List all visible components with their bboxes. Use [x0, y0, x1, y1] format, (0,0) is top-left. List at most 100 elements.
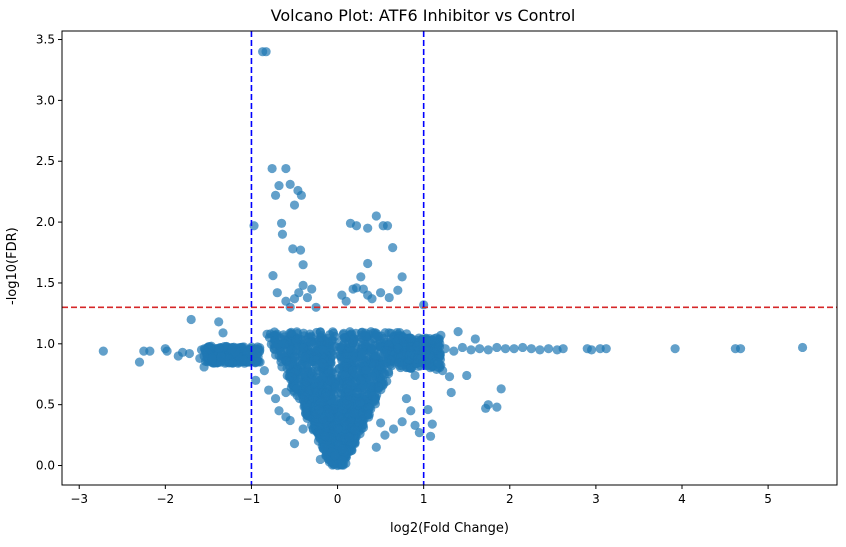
data-point	[270, 393, 281, 404]
data-point	[446, 387, 456, 398]
data-point	[312, 409, 322, 419]
data-point	[349, 408, 359, 418]
x-tick-label: 1	[420, 492, 428, 506]
data-point	[363, 223, 373, 233]
data-point	[301, 408, 311, 418]
data-point	[434, 342, 445, 352]
data-point	[317, 358, 327, 368]
x-tick-label: 5	[764, 492, 772, 506]
data-point	[376, 418, 386, 428]
data-point	[397, 417, 407, 427]
data-point	[356, 272, 366, 282]
data-point	[199, 351, 209, 361]
data-point	[367, 344, 377, 354]
data-point	[320, 431, 330, 441]
data-point	[162, 346, 172, 356]
data-point	[404, 333, 415, 343]
data-point	[330, 451, 340, 461]
data-point	[383, 369, 394, 379]
data-point	[406, 406, 416, 416]
data-point	[348, 365, 358, 376]
x-tick-label: −3	[70, 492, 88, 506]
data-point	[670, 344, 680, 354]
data-point	[453, 327, 463, 337]
data-point	[410, 420, 420, 430]
data-point	[216, 357, 226, 367]
data-point	[289, 368, 299, 378]
data-point	[475, 344, 485, 354]
data-point	[289, 200, 300, 210]
data-point	[227, 358, 238, 368]
data-point	[586, 345, 597, 355]
data-point	[298, 260, 308, 270]
data-point	[238, 355, 248, 365]
data-point	[393, 285, 403, 295]
data-point	[145, 346, 155, 356]
y-tick-label: 1.0	[36, 337, 55, 351]
data-point	[368, 391, 378, 401]
data-point	[340, 370, 350, 381]
data-point	[380, 430, 390, 440]
data-point	[276, 218, 287, 228]
data-point	[319, 345, 329, 356]
data-point	[421, 334, 431, 344]
data-point	[306, 338, 316, 348]
y-tick-label: 2.5	[36, 154, 55, 168]
data-point	[397, 272, 407, 282]
data-point	[298, 395, 308, 405]
data-point	[444, 372, 455, 382]
data-point	[470, 334, 480, 344]
data-point	[423, 404, 433, 415]
data-point	[526, 344, 536, 354]
data-point	[373, 382, 383, 392]
data-point	[496, 384, 506, 394]
data-point	[270, 190, 281, 200]
data-point	[324, 330, 335, 340]
data-point	[253, 352, 263, 362]
data-point	[227, 344, 237, 354]
data-point	[134, 357, 145, 367]
data-point	[797, 342, 808, 353]
data-point	[98, 346, 108, 356]
data-point	[483, 345, 493, 355]
data-point	[363, 258, 373, 269]
data-point	[302, 292, 313, 303]
data-point	[289, 439, 300, 449]
data-point	[261, 47, 271, 57]
data-point	[433, 358, 443, 368]
data-point	[277, 229, 288, 239]
data-point	[384, 292, 394, 303]
data-point	[427, 419, 437, 429]
data-point	[352, 388, 362, 398]
data-point	[296, 190, 306, 200]
data-point	[356, 375, 366, 385]
data-point	[376, 288, 386, 298]
data-point	[267, 163, 277, 174]
data-point	[462, 370, 472, 381]
data-point	[348, 337, 358, 347]
data-point	[361, 365, 371, 375]
data-point	[388, 424, 399, 434]
data-point	[294, 288, 304, 298]
data-point	[324, 457, 335, 467]
data-point	[274, 180, 284, 191]
plot-frame	[61, 30, 838, 486]
x-axis-label: log2(Fold Change)	[390, 521, 509, 536]
data-point	[509, 344, 519, 354]
data-point	[558, 344, 568, 354]
data-point	[298, 280, 308, 290]
data-point	[184, 348, 195, 359]
data-point	[315, 327, 325, 337]
data-point	[284, 360, 294, 371]
data-point	[186, 314, 196, 325]
data-point	[375, 361, 385, 371]
data-point	[342, 399, 352, 409]
data-point	[300, 352, 310, 362]
chart-title: Volcano Plot: ATF6 Inhibitor vs Control	[270, 6, 576, 25]
data-point	[177, 347, 188, 357]
data-point	[364, 403, 374, 413]
data-point	[424, 358, 434, 368]
data-point	[274, 406, 284, 416]
data-point	[449, 346, 459, 356]
